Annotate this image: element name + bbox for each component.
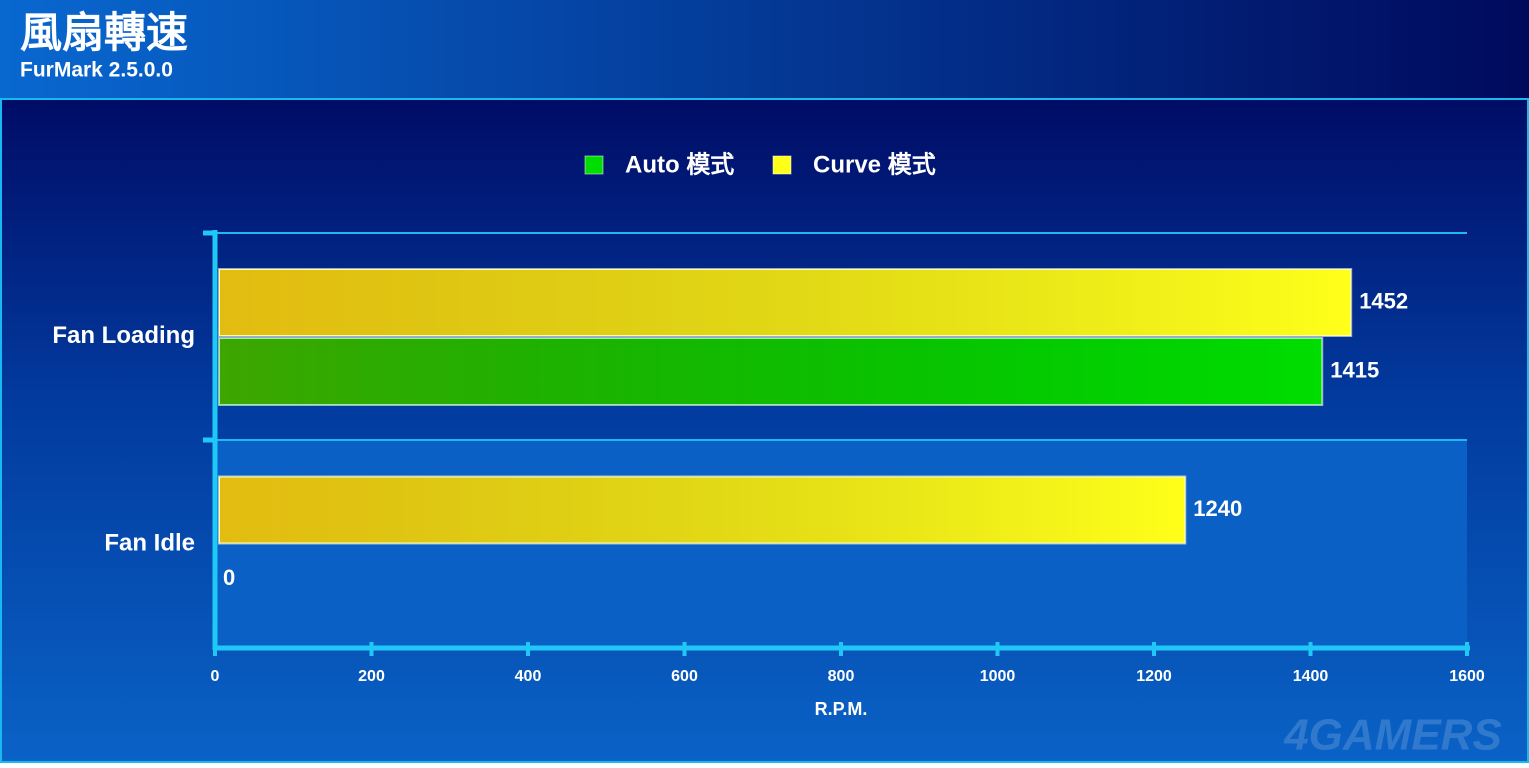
legend-swatch [584,155,604,175]
legend-swatch [772,155,792,175]
chart-title: 風扇轉速 [20,9,188,56]
value-label: 1415 [1330,357,1379,382]
value-label: 0 [223,565,235,590]
x-tick-label: 1600 [1449,668,1485,685]
x-tick-label: 600 [671,668,698,685]
x-tick-label: 200 [358,668,385,685]
y-tick-label: Fan Loading [52,322,195,349]
value-label: 1240 [1193,496,1242,521]
bar-shade [220,270,1351,335]
watermark: 4GAMERS [1283,711,1502,760]
chart-subtitle: FurMark 2.5.0.0 [20,59,173,82]
x-tick-label: 1200 [1136,668,1172,685]
x-axis-label: R.P.M. [815,699,868,719]
panel [0,98,1529,763]
bar-shade [220,339,1322,404]
x-tick-label: 0 [211,668,220,685]
bar-shade [220,477,1185,543]
header [0,0,1529,98]
x-tick-label: 800 [828,668,855,685]
legend-label: Auto 模式 [625,151,734,178]
x-tick-label: 1400 [1293,668,1329,685]
y-tick-label: Fan Idle [104,530,195,557]
x-tick-label: 400 [515,668,542,685]
legend-label: Curve 模式 [813,151,936,178]
x-tick-label: 1000 [980,668,1016,685]
value-label: 1452 [1359,288,1408,313]
